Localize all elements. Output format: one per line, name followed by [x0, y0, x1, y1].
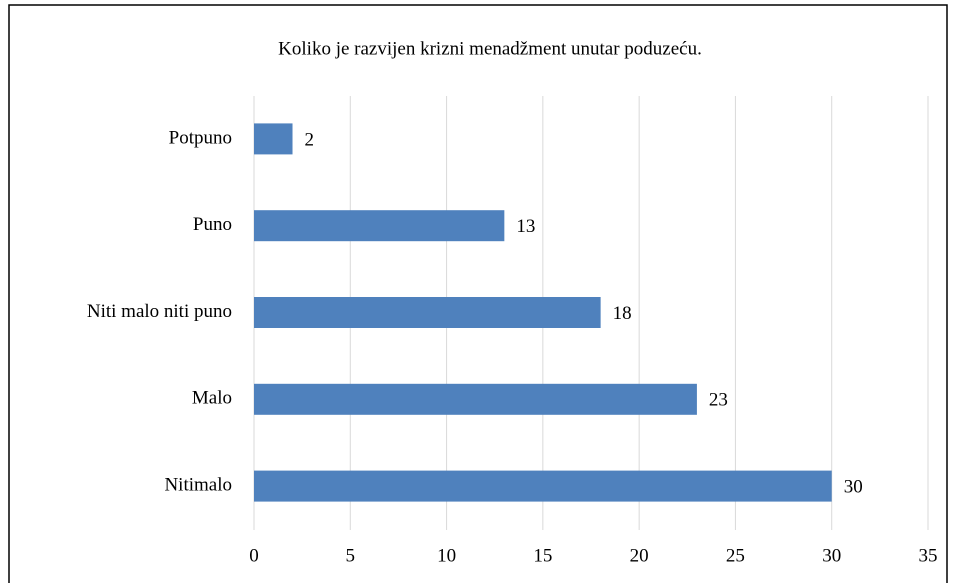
data-label: 30 [844, 476, 863, 497]
data-label: 2 [305, 129, 315, 150]
x-tick-label: 15 [533, 545, 552, 566]
x-tick-label: 5 [346, 545, 356, 566]
x-tick-label: 30 [822, 545, 841, 566]
bar [254, 123, 293, 155]
data-label: 13 [516, 216, 535, 237]
bar [254, 383, 697, 415]
x-tick-label: 10 [437, 545, 456, 566]
y-tick-label: Potpuno [169, 127, 232, 148]
bar [254, 210, 505, 242]
y-tick-label: Malo [192, 388, 232, 409]
x-tick-label: 35 [919, 545, 938, 566]
chart-border [8, 4, 948, 583]
x-tick-label: 0 [249, 545, 259, 566]
data-label: 18 [613, 303, 632, 324]
bar [254, 470, 832, 502]
y-tick-label: Puno [193, 214, 232, 235]
bar [254, 297, 601, 328]
y-tick-label: Nitimalo [164, 474, 232, 495]
x-tick-label: 25 [726, 545, 745, 566]
chart-title: Koliko je razvijen krizni menadžment unu… [278, 38, 702, 59]
data-label: 23 [709, 390, 728, 411]
y-tick-label: Niti malo niti puno [87, 301, 232, 322]
x-tick-label: 20 [630, 545, 649, 566]
